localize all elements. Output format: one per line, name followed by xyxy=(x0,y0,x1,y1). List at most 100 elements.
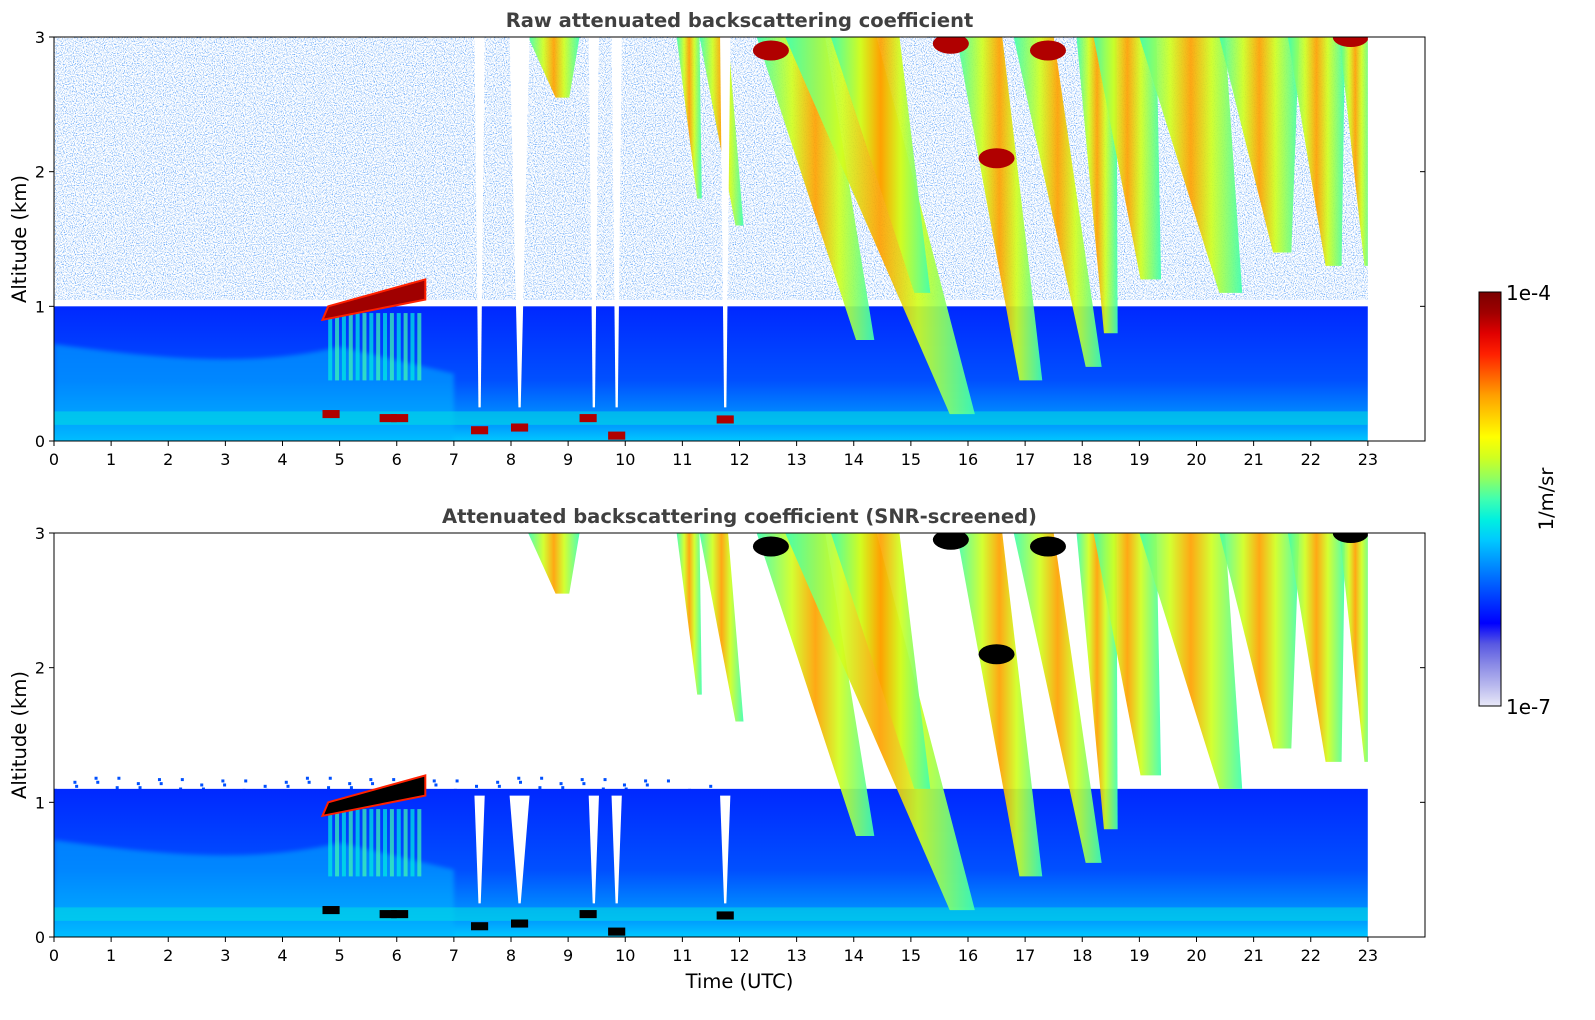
virga xyxy=(410,313,415,381)
precip-streak xyxy=(676,533,702,695)
speckle xyxy=(369,778,373,782)
x-tick-label: 6 xyxy=(392,946,402,965)
x-axis-label: Time (UTC) xyxy=(685,970,794,993)
dense-core xyxy=(1332,37,1369,47)
virga xyxy=(341,313,346,381)
y-tick-label: 1 xyxy=(35,793,45,812)
virga xyxy=(328,313,333,381)
low-cloud xyxy=(471,426,489,435)
signal-gap xyxy=(474,37,485,408)
speckle xyxy=(75,784,79,788)
speckle xyxy=(497,784,501,788)
speckle xyxy=(622,783,626,787)
speckle xyxy=(580,778,584,782)
x-tick-label: 19 xyxy=(1129,946,1149,965)
speckle xyxy=(117,776,121,780)
x-tick-label: 11 xyxy=(672,450,692,469)
chart-title: Attenuated backscattering coefficient (S… xyxy=(442,505,1037,528)
dense-core xyxy=(1332,533,1369,543)
speckle xyxy=(307,780,311,784)
precip-streak xyxy=(1339,37,1372,266)
surface-band xyxy=(54,411,1368,425)
virga xyxy=(417,313,422,381)
virga xyxy=(335,809,340,877)
speckle xyxy=(138,786,142,790)
x-tick-label: 0 xyxy=(49,450,59,469)
colorbar-max-label: 1e-4 xyxy=(1506,281,1551,305)
x-tick-label: 17 xyxy=(1015,450,1035,469)
low-cloud xyxy=(716,415,734,424)
virga xyxy=(348,313,353,381)
speckle xyxy=(349,786,353,790)
colorbar: 1e-4 1e-7 1/m/sr xyxy=(1478,281,1558,719)
speckle xyxy=(136,782,140,786)
precip-streak xyxy=(699,533,744,722)
plot-area xyxy=(54,533,1425,937)
x-tick-label: 17 xyxy=(1015,946,1035,965)
virga xyxy=(355,809,360,877)
speckle xyxy=(455,779,459,783)
precip-streak xyxy=(1139,533,1243,789)
x-tick-label: 13 xyxy=(786,450,806,469)
speckle xyxy=(348,782,352,786)
virga xyxy=(355,313,360,381)
speckle xyxy=(263,784,267,788)
precip-streak xyxy=(1339,533,1372,762)
x-tick-label: 20 xyxy=(1186,946,1206,965)
chart-title: Raw attenuated backscattering coefficien… xyxy=(506,9,974,32)
y-axis-label: Altitude (km) xyxy=(8,671,31,799)
virga xyxy=(389,313,394,381)
low-cloud xyxy=(322,410,340,419)
virga xyxy=(328,809,333,877)
cloud-layer xyxy=(320,774,427,818)
precip-streak xyxy=(785,533,975,911)
no-data-area xyxy=(1367,533,1425,937)
precip-streak xyxy=(1287,37,1346,266)
colorbar-gradient xyxy=(1478,291,1502,707)
virga xyxy=(341,809,346,877)
chart-panel-raw: Raw attenuated backscattering coefficien… xyxy=(8,9,1426,469)
x-tick-label: 1 xyxy=(106,946,116,965)
speckle xyxy=(538,786,542,790)
virga xyxy=(376,809,381,877)
precip-streak xyxy=(1139,37,1243,293)
plot-area xyxy=(54,37,1425,441)
speckle xyxy=(645,783,649,787)
precip-streak xyxy=(528,37,580,98)
low-cloud xyxy=(579,414,597,423)
x-tick-label: 21 xyxy=(1243,450,1263,469)
dense-core xyxy=(932,37,969,54)
x-tick-label: 15 xyxy=(901,450,921,469)
x-tick-label: 22 xyxy=(1301,450,1321,469)
precip-streak xyxy=(830,37,931,293)
speckle xyxy=(518,780,522,784)
x-tick-label: 0 xyxy=(49,946,59,965)
speckle xyxy=(371,782,375,786)
x-tick-label: 12 xyxy=(729,946,749,965)
virga xyxy=(417,809,422,877)
speckle xyxy=(666,779,670,783)
speckle xyxy=(157,778,161,782)
low-cloud xyxy=(322,906,340,915)
precip-streak xyxy=(956,37,1043,381)
x-tick-label: 8 xyxy=(506,946,516,965)
precip-streak xyxy=(1013,37,1102,367)
x-tick-label: 18 xyxy=(1072,946,1092,965)
low-cloud xyxy=(391,910,409,919)
precip-streak xyxy=(1076,533,1118,830)
low-cloud xyxy=(379,910,397,919)
x-tick-label: 23 xyxy=(1358,946,1378,965)
virga xyxy=(383,809,388,877)
x-tick-label: 15 xyxy=(901,946,921,965)
signal-gap xyxy=(474,795,485,904)
x-tick-label: 3 xyxy=(220,946,230,965)
speckle xyxy=(496,780,500,784)
x-tick-label: 3 xyxy=(220,450,230,469)
precip-streak xyxy=(1219,37,1300,253)
virga xyxy=(376,313,381,381)
colorbar-label: 1/m/sr xyxy=(1535,467,1558,531)
speckle xyxy=(286,784,290,788)
precip-streak xyxy=(1093,37,1162,280)
virga xyxy=(369,313,374,381)
